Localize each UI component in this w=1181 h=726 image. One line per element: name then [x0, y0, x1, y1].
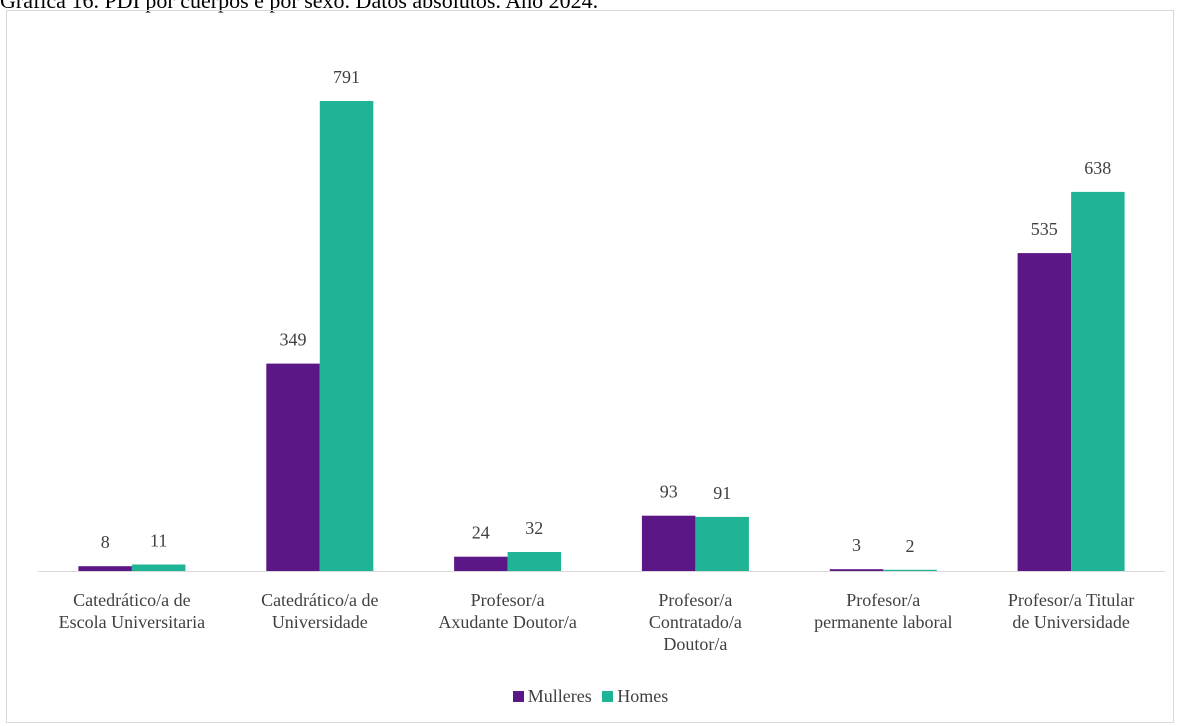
- value-label-mulleres-3: 93: [660, 482, 678, 502]
- bar-homes-3: [695, 516, 749, 571]
- chart-title: Gráfica 16. PDI por cuerpos e por sexo. …: [0, 0, 599, 13]
- bar-mulleres-5: [1017, 253, 1072, 571]
- value-label-mulleres-0: 8: [101, 532, 110, 552]
- value-label-mulleres-2: 24: [472, 523, 490, 543]
- bar-mulleres-3: [641, 515, 696, 571]
- category-label-0: Catedrático/a de Escola Universitaria: [59, 590, 205, 632]
- category-label-2: Profesor/a Axudante Doutor/a: [438, 590, 576, 632]
- value-label-homes-1: 791: [333, 67, 360, 87]
- bar-mulleres-1: [266, 363, 320, 571]
- legend-item-mulleres: Mulleres: [512, 686, 592, 707]
- value-label-homes-2: 32: [525, 518, 543, 538]
- bar-mulleres-2: [454, 556, 508, 571]
- value-label-homes-0: 11: [150, 531, 167, 551]
- bar-mulleres-0: [78, 566, 132, 571]
- category-labels-group: Catedrático/a de Escola Universitaria Cate…: [59, 590, 1135, 654]
- legend-swatch-homes: [602, 691, 614, 702]
- value-label-homes-4: 2: [906, 536, 915, 556]
- category-label-5: Profesor/a Titular de Universidade: [1008, 590, 1135, 632]
- category-label-3: Profesor/a Contratado/a Doutor/a: [649, 590, 742, 654]
- chart-frame: [6, 10, 1174, 723]
- bar-homes-0: [131, 564, 186, 571]
- value-label-mulleres-5: 535: [1031, 219, 1058, 239]
- category-label-1: Catedrático/a de Universidade: [261, 590, 378, 632]
- value-label-homes-3: 91: [713, 483, 731, 503]
- legend-label-homes: Homes: [617, 686, 669, 706]
- bars-group: [78, 101, 1125, 571]
- bar-homes-5: [1071, 191, 1125, 571]
- category-label-4: Profesor/a permanente laboral: [814, 590, 952, 632]
- legend-label-mulleres: Mulleres: [527, 686, 592, 706]
- value-label-mulleres-1: 349: [280, 330, 307, 350]
- value-label-homes-5: 638: [1084, 158, 1111, 178]
- legend: Mulleres Homes: [0, 686, 1181, 707]
- value-label-mulleres-4: 3: [852, 535, 861, 555]
- bar-homes-2: [507, 552, 562, 571]
- legend-item-homes: Homes: [602, 686, 668, 707]
- bar-mulleres-4: [829, 569, 884, 571]
- bar-homes-4: [883, 569, 937, 571]
- bar-homes-1: [319, 101, 374, 571]
- legend-swatch-mulleres: [512, 691, 524, 702]
